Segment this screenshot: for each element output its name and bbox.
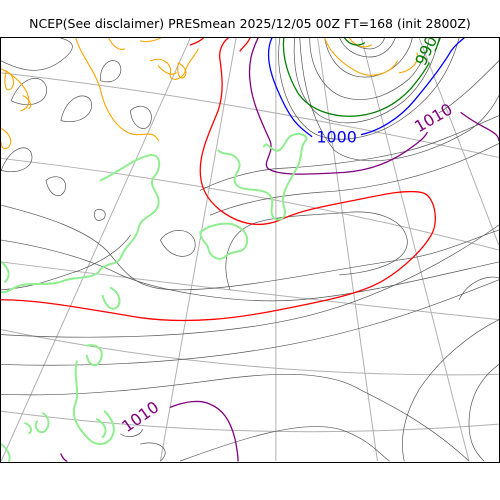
latitude-line: [1, 410, 499, 433]
isobar-1000: [267, 38, 465, 138]
latitude-line: [1, 72, 499, 158]
contour-label-1010-east: 1010: [411, 99, 456, 136]
longitude-line: [418, 38, 499, 246]
longitude-line: [1, 38, 191, 462]
thin-isobars: [1, 38, 499, 462]
longitude-line: [360, 38, 470, 462]
map-title: NCEP(See disclaimer) PRESmean 2025/12/05…: [29, 16, 471, 31]
isobar-1020: [1, 38, 436, 322]
graticule: [1, 38, 499, 462]
map-frame: 1000 1010 1010 990: [0, 37, 500, 463]
latitude-line: [1, 157, 499, 251]
contour-labels: 1000 1010 1010 990: [118, 38, 455, 436]
longitude-line: [317, 38, 378, 462]
coastline: [1, 133, 308, 462]
isobar-1010: [60, 38, 499, 462]
latitude-line: [1, 261, 499, 321]
pressure-map: 1000 1010 1010 990: [1, 38, 499, 462]
contour-label-1010-south: 1010: [118, 397, 162, 436]
latitude-line: [1, 329, 499, 376]
high-pressure-contours: [1, 38, 419, 150]
longitude-line: [159, 38, 237, 462]
contour-label-1000: 1000: [316, 128, 356, 147]
isobar-990: [282, 38, 441, 117]
